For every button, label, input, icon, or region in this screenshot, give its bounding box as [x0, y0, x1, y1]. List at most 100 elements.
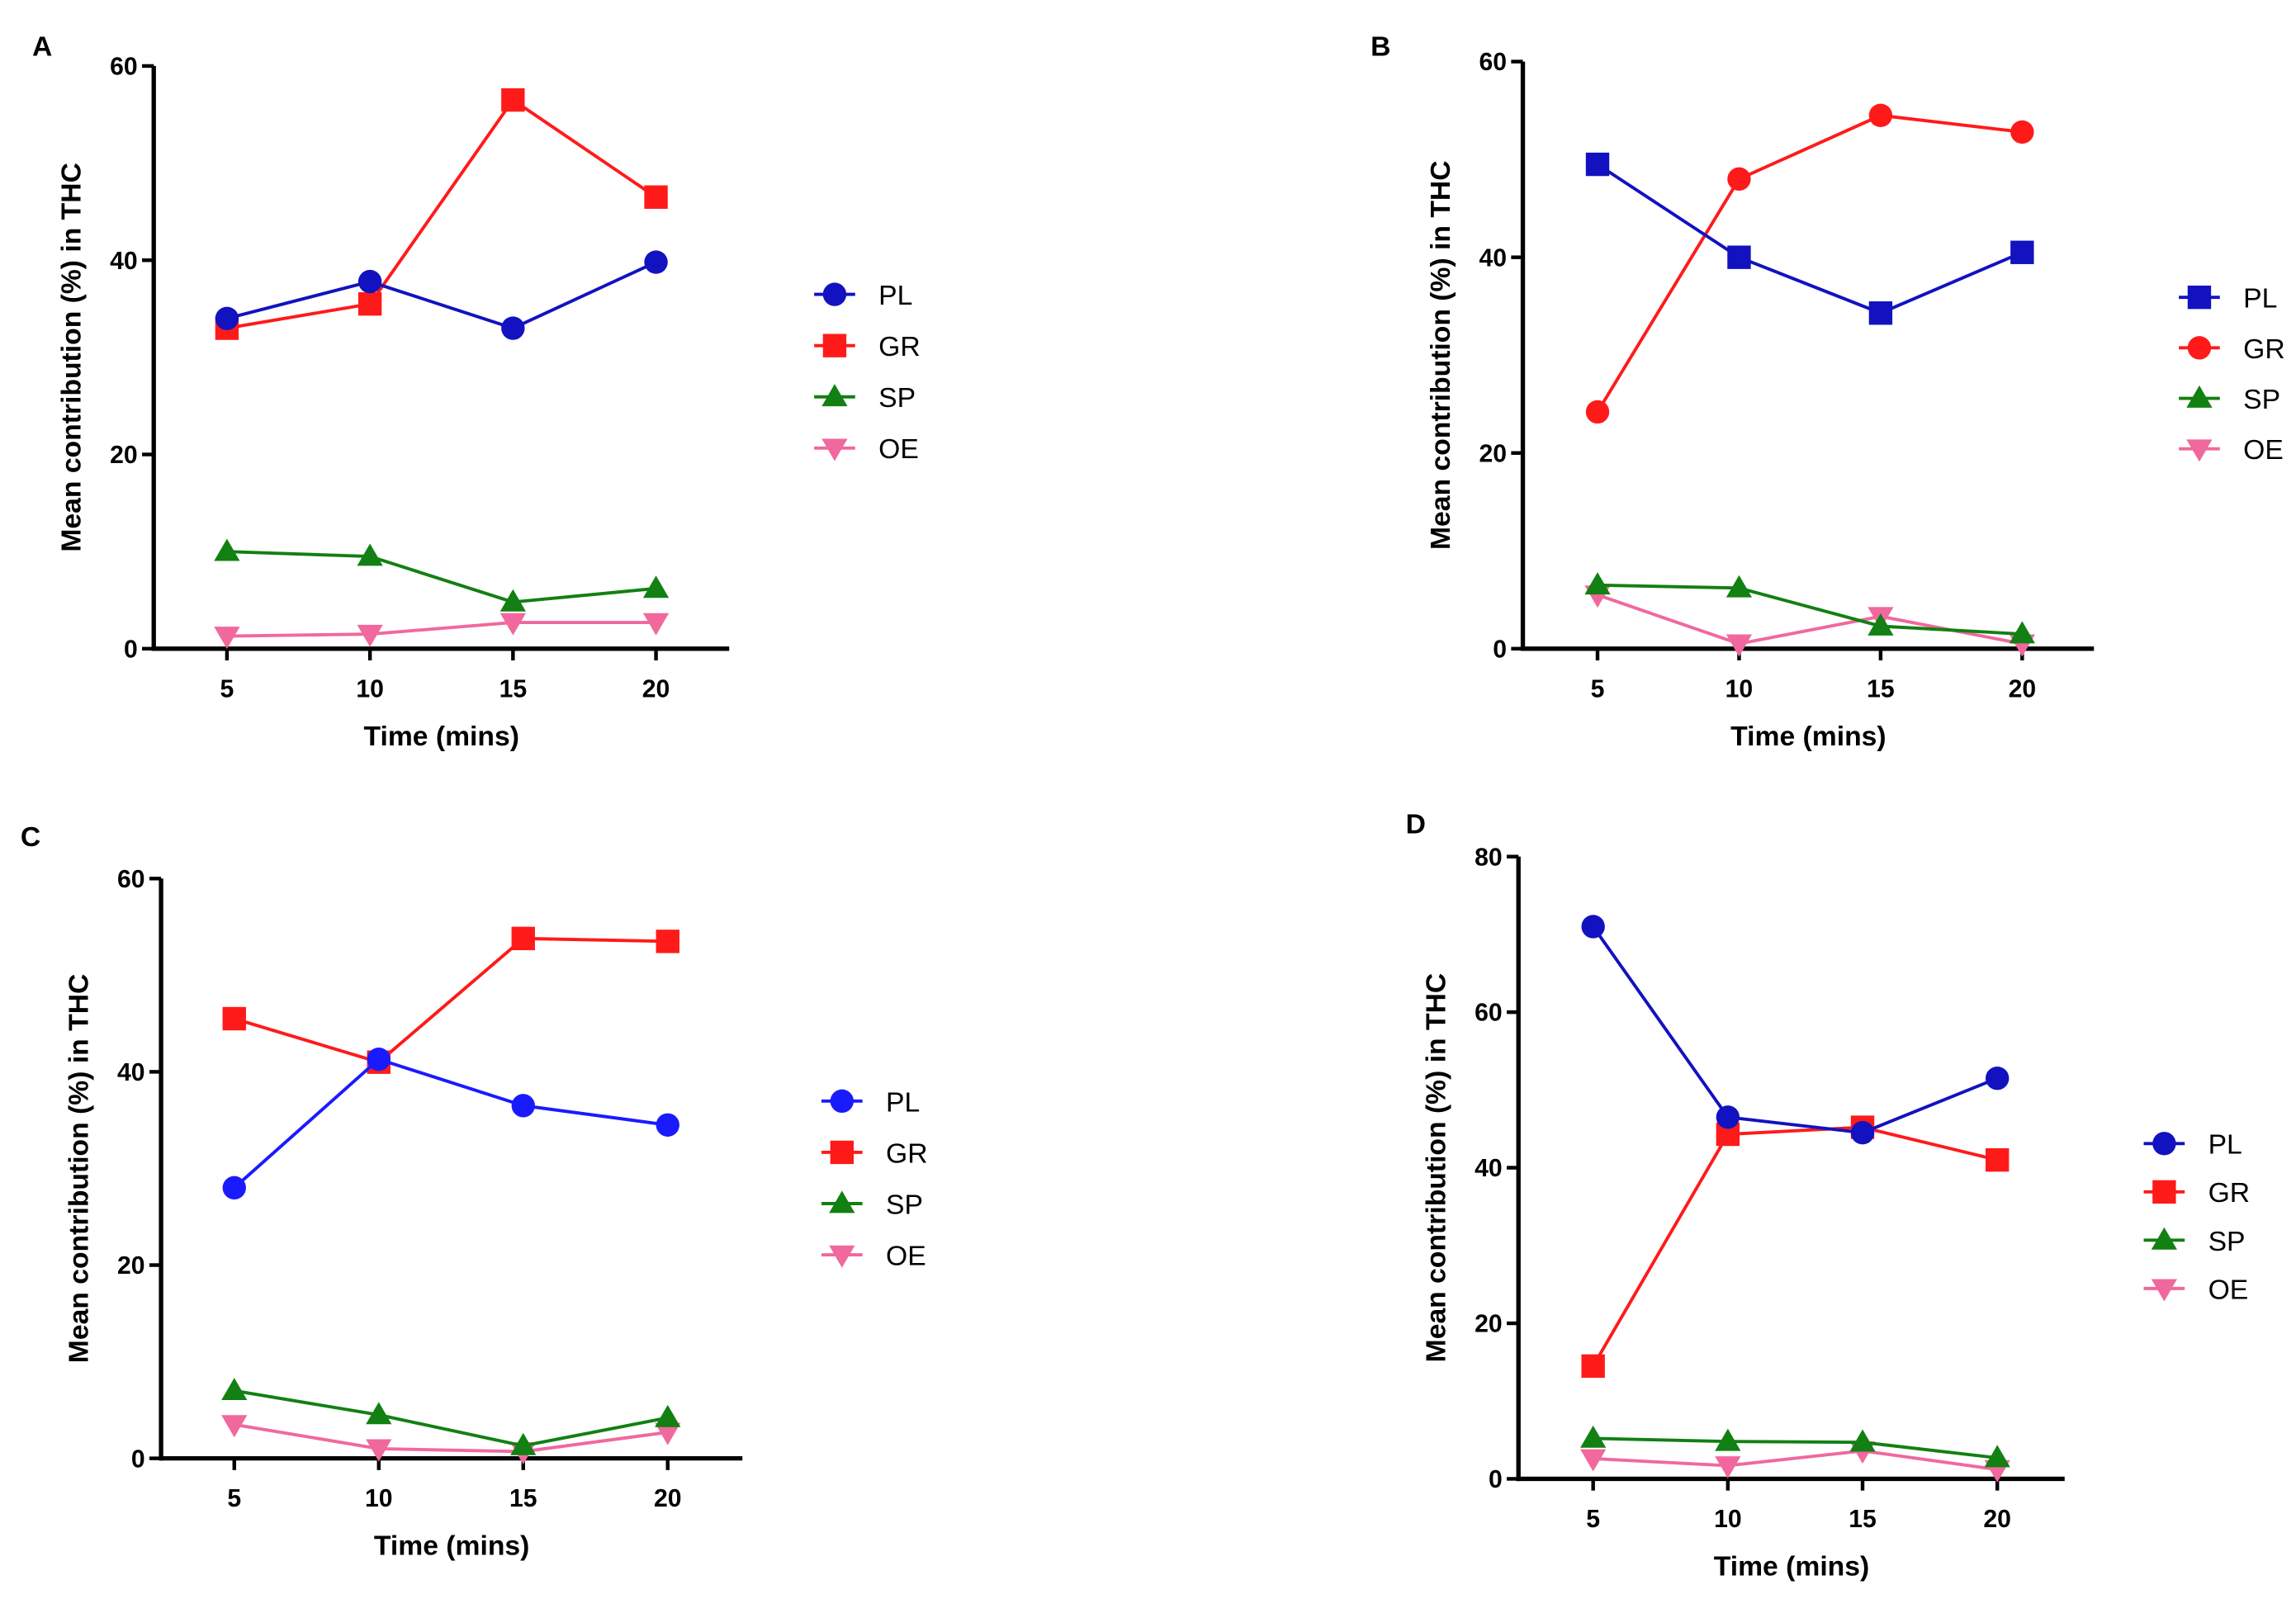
legend-marker	[821, 438, 848, 461]
x-axis-label: Time (mins)	[1714, 1552, 1869, 1582]
legend-label: PL	[878, 281, 912, 311]
x-tick-label: 20	[1983, 1506, 2011, 1533]
legend-marker	[830, 1089, 854, 1114]
series-pl	[1581, 915, 2010, 1145]
legend-item-oe: OE	[814, 434, 919, 465]
data-point	[1585, 152, 1610, 177]
x-tick-label: 5	[220, 675, 234, 703]
y-tick-label: 20	[1475, 1311, 1503, 1338]
series-line	[233, 1057, 669, 1190]
data-point	[1581, 1354, 1605, 1379]
panel-label: D	[1406, 809, 1426, 840]
y-axis-label: Mean contribution (%) in THC	[1426, 160, 1456, 550]
y-tick-label: 60	[117, 866, 145, 893]
legend-marker	[822, 334, 847, 357]
legend-label: SP	[878, 383, 916, 414]
data-point	[357, 543, 383, 566]
data-point	[222, 1006, 246, 1031]
legend-item-pl: PL	[2143, 1130, 2242, 1161]
legend-marker	[821, 384, 848, 407]
legend-label: GR	[878, 332, 921, 362]
legend-label: GR	[2208, 1178, 2251, 1209]
series-line	[226, 260, 657, 330]
series-gr	[1585, 103, 2034, 424]
series-sp	[1584, 572, 2035, 644]
y-tick-label: 40	[1479, 244, 1508, 272]
series-line	[1597, 593, 2023, 646]
chart-panel-d: D 0 20 40 60 80 5 10 15 20 Time (mins) Mean contrib…	[1406, 809, 2250, 1582]
data-point	[222, 1176, 246, 1200]
data-point	[656, 930, 679, 953]
series-sp	[221, 1378, 681, 1455]
legend-marker	[2186, 385, 2213, 408]
legend-item-sp: SP	[814, 383, 916, 414]
data-point	[2009, 621, 2035, 644]
data-point	[214, 627, 240, 650]
data-point	[644, 185, 668, 209]
data-point	[655, 1422, 681, 1445]
data-point	[1868, 613, 1894, 636]
legend-label: PL	[2208, 1130, 2242, 1161]
data-point	[221, 1415, 248, 1438]
y-tick-label: 60	[1479, 49, 1508, 76]
data-point	[1715, 1428, 1741, 1451]
legend-label: PL	[2243, 284, 2277, 315]
series-line	[226, 621, 656, 638]
data-point	[1985, 1147, 2010, 1172]
series-line	[1593, 1436, 1998, 1459]
legend-item-pl: PL	[821, 1087, 920, 1118]
data-point	[1716, 1105, 1740, 1129]
legend-marker	[2186, 439, 2213, 462]
legend-item-pl: PL	[2179, 284, 2277, 315]
legend-item-oe: OE	[821, 1242, 926, 1272]
data-point	[357, 624, 383, 647]
data-point	[221, 1378, 248, 1401]
data-point	[511, 926, 535, 951]
data-point	[1581, 915, 1605, 939]
series-line	[234, 936, 668, 1064]
series-oe	[1580, 1441, 2010, 1483]
y-tick-label: 0	[131, 1445, 145, 1473]
legend-label: OE	[886, 1242, 926, 1272]
panel-label: B	[1370, 32, 1390, 63]
series-sp	[1580, 1425, 2010, 1468]
legend-item-gr: GR	[821, 1138, 928, 1169]
y-tick-label: 0	[124, 636, 138, 663]
series-gr	[222, 926, 679, 1074]
data-point	[499, 589, 526, 612]
data-point	[1584, 572, 1611, 595]
series-line	[1596, 163, 2024, 315]
series-gr	[1581, 1115, 2010, 1379]
data-point	[510, 1432, 537, 1455]
legend: PL GR SP OE	[814, 281, 921, 465]
y-tick-label: 20	[1479, 440, 1508, 467]
data-point	[1850, 1120, 1875, 1145]
legend-marker	[2152, 1180, 2176, 1204]
panel-label: C	[21, 822, 40, 853]
x-tick-label: 10	[356, 675, 384, 703]
legend-marker	[2187, 285, 2212, 310]
x-axis-label: Time (mins)	[374, 1531, 529, 1562]
data-point	[2010, 240, 2034, 264]
y-axis-label: Mean contribution (%) in THC	[57, 163, 88, 552]
legend-item-oe: OE	[2179, 435, 2284, 466]
legend-marker	[2187, 336, 2212, 360]
data-point	[1580, 1425, 1607, 1448]
x-tick-label: 5	[1586, 1506, 1600, 1533]
legend-item-pl: PL	[814, 281, 912, 311]
data-point	[366, 1439, 392, 1462]
data-point	[357, 291, 382, 316]
data-point	[1849, 1429, 1876, 1452]
data-point	[1985, 1067, 2010, 1090]
legend-label: OE	[878, 434, 919, 465]
legend-label: PL	[886, 1087, 920, 1118]
y-tick-label: 20	[110, 442, 138, 469]
x-tick-label: 15	[1867, 675, 1895, 703]
panel-label: A	[32, 32, 52, 63]
series-line	[1591, 1125, 1998, 1367]
legend: PL GR SP OE	[2179, 284, 2285, 466]
y-tick-label: 20	[117, 1252, 145, 1280]
legend-marker	[2151, 1279, 2177, 1302]
data-point	[2010, 120, 2034, 144]
data-point	[499, 613, 526, 636]
